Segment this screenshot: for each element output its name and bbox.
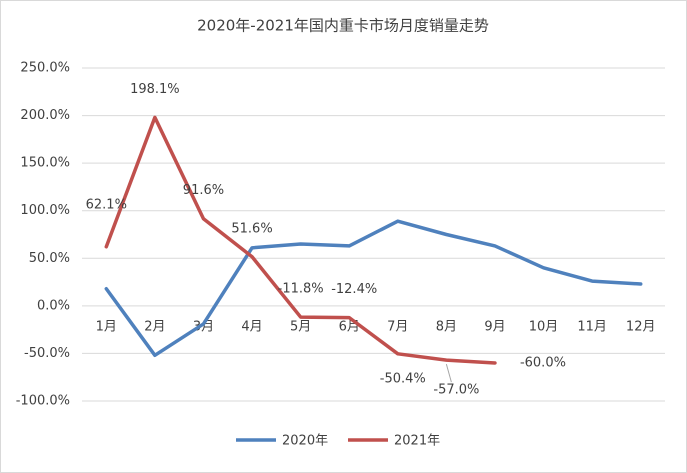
x-tick-label: 11月 [577, 319, 607, 334]
y-tick-label: 0.0% [37, 298, 70, 313]
x-tick-label: 8月 [436, 319, 457, 334]
y-tick-label: 50.0% [29, 251, 70, 266]
y-tick-label: -100.0% [16, 394, 70, 409]
y-tick-label: 200.0% [20, 108, 70, 123]
x-tick-label: 5月 [290, 319, 311, 334]
x-tick-label: 7月 [387, 319, 408, 334]
data-label: 91.6% [183, 183, 224, 198]
x-tick-label: 9月 [484, 319, 505, 334]
x-tick-label: 2月 [144, 319, 165, 334]
data-label: -57.0% [433, 383, 479, 398]
data-label: -50.4% [380, 371, 426, 386]
data-label: -60.0% [520, 355, 566, 370]
x-tick-label: 1月 [96, 319, 117, 334]
data-label: 198.1% [130, 82, 180, 97]
y-tick-label: 250.0% [20, 61, 70, 76]
y-tick-label: 100.0% [20, 203, 70, 218]
chart-title: 2020年-2021年国内重卡市场月度销量走势 [197, 17, 489, 35]
data-label: 51.6% [231, 221, 272, 236]
line-series [104, 115, 497, 365]
data-label: -11.8% [278, 282, 324, 297]
data-label: 62.1% [86, 197, 127, 212]
x-tick-label: 4月 [241, 319, 262, 334]
y-tick-label: 150.0% [20, 156, 70, 171]
x-tick-label: 12月 [626, 319, 656, 334]
leader-line [445, 363, 452, 383]
legend-label: 2020年 [282, 434, 328, 449]
y-tick-label: -50.0% [24, 346, 70, 361]
data-label: -12.4% [331, 282, 377, 297]
x-tick-label: 10月 [529, 319, 559, 334]
x-tick-label: 3月 [193, 319, 214, 334]
line-series [104, 219, 643, 358]
legend-label: 2021年 [394, 434, 440, 449]
